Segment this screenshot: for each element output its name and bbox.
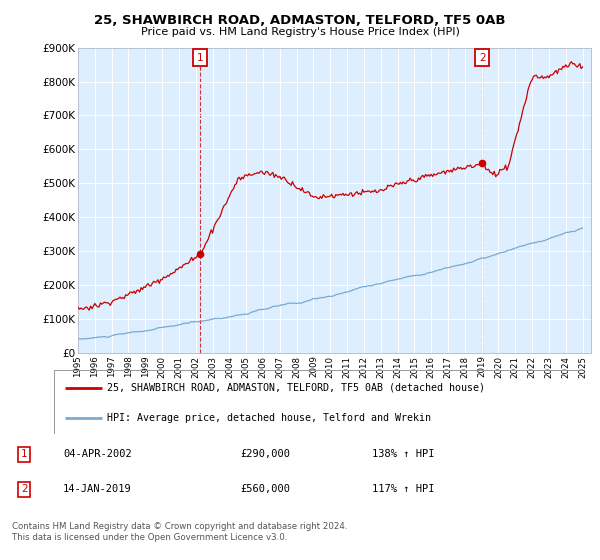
Text: HPI: Average price, detached house, Telford and Wrekin: HPI: Average price, detached house, Telf… [107, 413, 431, 423]
Text: 1: 1 [197, 53, 203, 63]
Text: 2: 2 [479, 53, 485, 63]
Text: Contains HM Land Registry data © Crown copyright and database right 2024.
This d: Contains HM Land Registry data © Crown c… [12, 522, 347, 542]
Text: 25, SHAWBIRCH ROAD, ADMASTON, TELFORD, TF5 0AB: 25, SHAWBIRCH ROAD, ADMASTON, TELFORD, T… [94, 14, 506, 27]
Text: 04-APR-2002: 04-APR-2002 [63, 449, 132, 459]
Text: Price paid vs. HM Land Registry's House Price Index (HPI): Price paid vs. HM Land Registry's House … [140, 27, 460, 37]
Text: 138% ↑ HPI: 138% ↑ HPI [372, 449, 434, 459]
Text: 117% ↑ HPI: 117% ↑ HPI [372, 484, 434, 494]
Text: 25, SHAWBIRCH ROAD, ADMASTON, TELFORD, TF5 0AB (detached house): 25, SHAWBIRCH ROAD, ADMASTON, TELFORD, T… [107, 382, 485, 393]
Text: 1: 1 [21, 449, 28, 459]
Text: £290,000: £290,000 [240, 449, 290, 459]
Text: 14-JAN-2019: 14-JAN-2019 [63, 484, 132, 494]
Text: £560,000: £560,000 [240, 484, 290, 494]
Text: 2: 2 [21, 484, 28, 494]
